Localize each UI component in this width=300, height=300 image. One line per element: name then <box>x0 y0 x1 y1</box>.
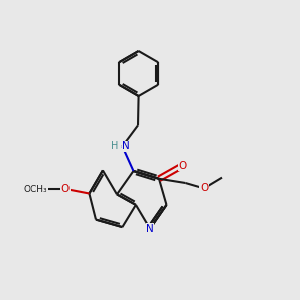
Text: OCH₃: OCH₃ <box>23 184 47 194</box>
Text: N: N <box>122 141 130 152</box>
Text: O: O <box>60 184 69 194</box>
Text: O: O <box>62 184 70 194</box>
Text: N: N <box>146 224 154 234</box>
Text: O: O <box>200 183 208 194</box>
Text: H: H <box>111 141 118 152</box>
Text: O: O <box>178 160 187 171</box>
